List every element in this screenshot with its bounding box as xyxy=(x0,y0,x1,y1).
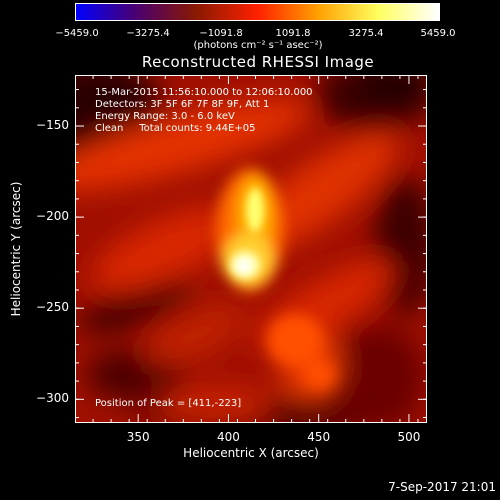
colorbar-tick-label: 5459.0 xyxy=(420,28,456,39)
y-tick-label: −200 xyxy=(36,209,69,224)
plot-area xyxy=(75,75,427,423)
flare-source xyxy=(216,168,335,389)
rhessi-image-map xyxy=(75,75,427,423)
plot-frame xyxy=(75,75,427,423)
colorbar-tick-label: 1091.8 xyxy=(275,28,311,39)
colorbar xyxy=(75,3,440,21)
colorbar-tick-label: −1091.8 xyxy=(199,28,243,39)
detectors-line: Detectors: 3F 5F 6F 7F 8F 9F, Att 1 xyxy=(95,99,270,110)
colorbar-units: (photons cm⁻² s⁻¹ asec⁻²) xyxy=(193,40,323,51)
colorbar-tick-label: 3275.4 xyxy=(348,28,384,39)
time-range-line: 15-Mar-2015 11:56:10.000 to 12:06:10.000 xyxy=(95,87,313,98)
y-axis-label: Heliocentric Y (arcsec) xyxy=(9,181,23,317)
peak-position-label: Position of Peak = [411,-223] xyxy=(95,398,242,409)
y-tick-label: −150 xyxy=(36,118,69,133)
colorbar-tick-label: −5459.0 xyxy=(55,28,99,39)
observation-info: 15-Mar-2015 11:56:10.000 to 12:06:10.000… xyxy=(95,87,313,135)
chart-title: Reconstructed RHESSI Image xyxy=(141,53,375,71)
x-tick-label: 400 xyxy=(216,430,240,444)
plot-date: 7-Sep-2017 21:01 xyxy=(388,480,496,494)
algorithm-counts-line: Clean Total counts: 9.44E+05 xyxy=(95,123,256,134)
x-tick-label: 450 xyxy=(307,430,331,444)
x-tick-label: 350 xyxy=(126,430,150,444)
energy-range-line: Energy Range: 3.0 - 6.0 keV xyxy=(95,111,235,122)
axes xyxy=(75,75,427,423)
x-tick-label: 500 xyxy=(397,430,421,444)
y-tick-label: −250 xyxy=(36,300,69,315)
y-tick-label: −300 xyxy=(36,391,69,406)
colorbar-tick-label: −3275.4 xyxy=(126,28,170,39)
x-axis-label: Heliocentric X (arcsec) xyxy=(183,446,319,460)
colorbar-tick-labels: −5459.0 −3275.4 −1091.8 1091.8 3275.4 54… xyxy=(0,0,500,60)
flare-core xyxy=(230,188,264,279)
